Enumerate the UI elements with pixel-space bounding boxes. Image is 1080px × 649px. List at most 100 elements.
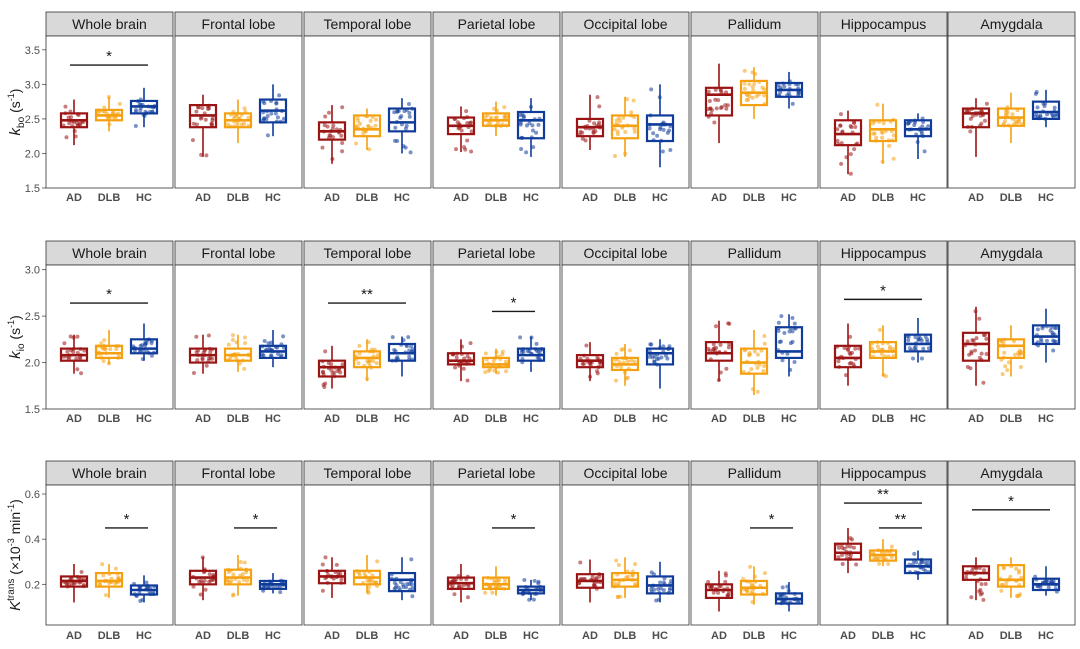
facet-strip-label: Parietal lobe	[458, 245, 536, 261]
facet-strip-label: Whole brain	[72, 16, 147, 32]
data-point	[239, 122, 244, 127]
data-point	[527, 121, 532, 126]
x-tick-label: HC	[136, 192, 152, 204]
facet-strip	[432, 460, 561, 486]
data-point	[713, 97, 718, 102]
facet-strip	[947, 460, 1076, 486]
facet-strip-label: Frontal lobe	[202, 465, 276, 481]
x-tick-label: DLB	[614, 630, 637, 642]
data-point	[269, 340, 274, 345]
data-point	[65, 349, 70, 354]
y-tick-label: 2.5	[25, 114, 40, 126]
data-point	[226, 579, 231, 584]
data-point	[63, 104, 68, 109]
data-point	[453, 147, 458, 152]
data-point	[323, 349, 328, 354]
data-point	[1010, 112, 1015, 117]
data-point	[1046, 585, 1051, 590]
data-point	[755, 352, 760, 357]
data-point	[668, 586, 673, 591]
data-point	[879, 351, 884, 356]
data-point	[965, 339, 970, 344]
box-body	[94, 344, 124, 360]
data-point	[1045, 112, 1050, 117]
data-point	[711, 348, 716, 353]
data-point	[578, 560, 583, 565]
data-point	[615, 132, 620, 137]
data-point	[1052, 105, 1057, 110]
x-tick-label: HC	[265, 413, 281, 425]
data-point	[371, 358, 376, 363]
box-body	[387, 107, 417, 133]
x-tick-label: DLB	[614, 192, 637, 204]
data-point	[459, 128, 464, 133]
data-point	[749, 367, 754, 372]
data-point	[716, 98, 721, 103]
x-tick-label: HC	[1038, 192, 1054, 204]
data-point	[452, 592, 457, 597]
data-point	[969, 351, 974, 356]
data-point	[208, 578, 213, 583]
data-point	[648, 342, 653, 347]
data-point	[845, 544, 850, 549]
data-point	[328, 133, 333, 138]
data-point	[407, 348, 412, 353]
data-point	[1000, 372, 1005, 377]
data-point	[462, 145, 467, 150]
facet-panel: Temporal lobe AD DLB HC	[303, 11, 432, 204]
data-point	[790, 339, 795, 344]
y-tick-label: 2.5	[25, 311, 40, 323]
y-tick-label: 1.5	[25, 183, 40, 195]
facet-strip-label: Frontal lobe	[202, 245, 276, 261]
data-point	[237, 579, 242, 584]
facet-panel-border	[432, 264, 561, 410]
data-point	[872, 131, 877, 136]
data-point	[780, 585, 785, 590]
data-point	[524, 123, 529, 128]
x-tick-label: AD	[840, 413, 856, 425]
data-point	[747, 94, 752, 99]
data-point	[340, 105, 345, 110]
data-point	[619, 365, 624, 370]
box-body	[645, 347, 675, 366]
y-tick-label: 3.0	[25, 79, 40, 91]
data-point	[531, 145, 536, 150]
facet-panel: Hippocampus AD DLB HC	[819, 11, 948, 204]
data-point	[880, 135, 885, 140]
data-point	[850, 537, 855, 542]
data-point	[1003, 364, 1008, 369]
data-point	[752, 81, 757, 86]
significance-label: *	[124, 511, 130, 528]
data-point	[1019, 350, 1024, 355]
x-tick-label: HC	[1038, 413, 1054, 425]
x-tick-label: HC	[781, 630, 797, 642]
data-point	[835, 127, 840, 132]
data-point	[100, 562, 105, 567]
data-point	[149, 353, 154, 358]
x-tick-label: DLB	[743, 192, 766, 204]
data-point	[469, 129, 474, 134]
data-point	[649, 570, 654, 575]
data-point	[621, 346, 626, 351]
data-point	[984, 101, 989, 106]
data-point	[519, 146, 524, 151]
facet-panel: Amygdala AD DLB HC	[947, 11, 1076, 204]
box-body	[833, 119, 863, 147]
data-point	[1002, 350, 1007, 355]
x-tick-label: AD	[195, 192, 211, 204]
box-body	[481, 356, 511, 369]
facet-strip	[819, 240, 948, 266]
data-point	[340, 362, 345, 367]
data-point	[338, 571, 343, 576]
data-point	[979, 351, 984, 356]
data-point	[483, 590, 488, 595]
data-point	[848, 124, 853, 129]
data-point	[392, 110, 397, 115]
data-point	[906, 338, 911, 343]
x-tick-label: DLB	[1000, 630, 1023, 642]
significance-label: **	[361, 286, 373, 303]
data-point	[840, 129, 845, 134]
data-point	[141, 349, 146, 354]
data-point	[468, 120, 473, 125]
data-point	[407, 111, 412, 116]
